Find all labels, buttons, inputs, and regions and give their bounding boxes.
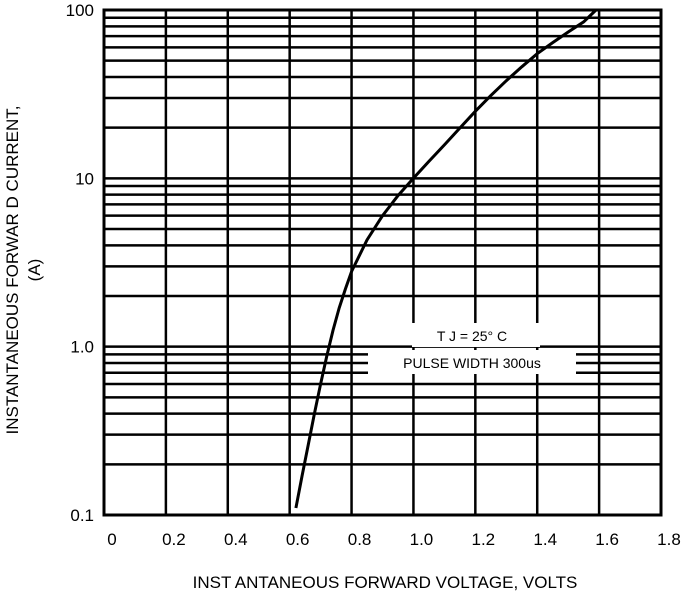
x-tick-label: 1.2 — [472, 530, 496, 549]
x-tick-labels: 0 0.2 0.4 0.6 0.8 1.0 1.2 1.4 1.6 1.8 — [107, 530, 681, 549]
x-tick-label: 0.4 — [224, 530, 248, 549]
series-line — [294, 8, 598, 509]
annotation-pulse-width: PULSE WIDTH 300us — [403, 355, 541, 371]
y-axis-label-line2: (A) — [25, 259, 44, 282]
x-tick-label: 0.8 — [348, 530, 372, 549]
x-tick-label: 0 — [107, 530, 116, 549]
y-tick-label: 10 — [75, 169, 94, 188]
annotation-box: T J = 25° C PULSE WIDTH 300us — [368, 323, 576, 374]
y-axis-label: INSTANTANEOUS FORWAR D CURRENT, (A) — [3, 106, 44, 435]
x-tick-label: 0.6 — [286, 530, 310, 549]
x-tick-label: 0.2 — [162, 530, 186, 549]
x-tick-label: 1.8 — [657, 530, 681, 549]
plot-frame — [102, 8, 663, 517]
annotation-background-top — [412, 323, 540, 347]
x-tick-label: 1.6 — [595, 530, 619, 549]
annotation-temperature: T J = 25° C — [437, 328, 507, 344]
x-axis-label: INST ANTANEOUS FORWARD VOLTAGE, VOLTS — [193, 573, 578, 592]
y-tick-label: 0.1 — [70, 506, 94, 525]
x-tick-label: 1.4 — [533, 530, 557, 549]
grid — [104, 10, 661, 515]
annotation-background-bottom — [368, 350, 576, 374]
y-tick-labels: 0.1 1.0 10 100 — [66, 1, 94, 525]
y-axis-label-line1: INSTANTANEOUS FORWAR D CURRENT, — [3, 106, 22, 435]
y-tick-label: 100 — [66, 1, 94, 20]
x-tick-label: 1.0 — [410, 530, 434, 549]
y-tick-label: 1.0 — [70, 338, 94, 357]
